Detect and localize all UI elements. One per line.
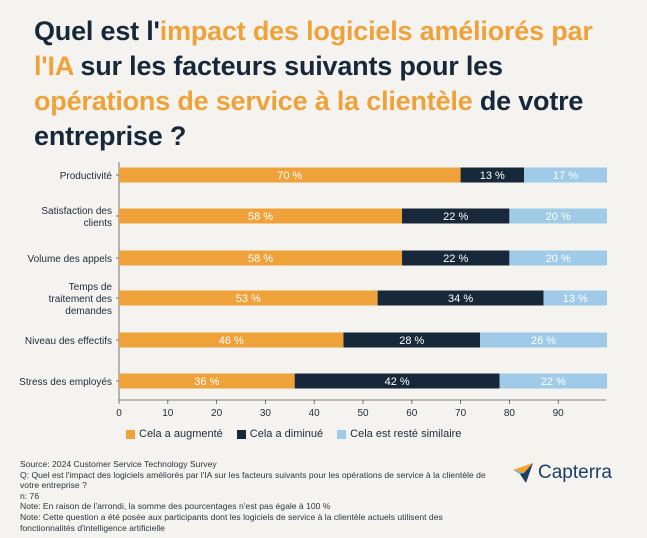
bar-data-label: 70 % — [277, 170, 302, 182]
bar-data-label: 22 % — [443, 253, 468, 265]
bar-segment-diminue — [402, 250, 510, 266]
title-part-2: sur les facteurs suivants pour les — [73, 51, 503, 81]
title-highlight-2: opérations de service à la clientèle — [34, 86, 473, 116]
bar-data-label: 53 % — [236, 293, 261, 305]
capterra-arrow-icon — [513, 463, 533, 483]
category-label: Niveau des effectifs — [25, 336, 112, 347]
bar-data-label: 42 % — [385, 376, 410, 388]
legend-swatch-similaire — [337, 429, 347, 439]
bar-data-label: 22 % — [443, 211, 468, 223]
legend-item-augmente: Cela a augmenté — [126, 428, 223, 440]
legend-label-augmente: Cela a augmenté — [139, 428, 223, 440]
note-sample-size: n: 76 — [20, 490, 40, 501]
bar-data-label: 28 % — [399, 335, 424, 347]
bar-segment-similaire — [480, 332, 607, 348]
bar-data-label: 26 % — [531, 335, 556, 347]
x-tick-label: 0 — [116, 408, 122, 419]
note-source: Source: 2024 Customer Service Technology… — [20, 459, 217, 469]
bar-segment-diminue — [377, 290, 544, 306]
x-tick-label: 40 — [309, 408, 321, 419]
bar-data-label: 13 % — [480, 170, 505, 182]
capterra-wordmark: Capterra — [538, 462, 612, 483]
bar-segment-diminue — [294, 373, 500, 389]
category-label: traitement des — [49, 294, 112, 305]
bar-segment-diminue — [460, 167, 525, 183]
title-part-3: de votre entreprise ? — [34, 86, 584, 151]
x-tick-label: 20 — [211, 408, 223, 419]
bar-segment-similaire — [543, 290, 607, 306]
bar-data-label: 36 % — [194, 376, 219, 388]
x-tick-label: 30 — [260, 408, 272, 419]
category-label: Productivité — [60, 171, 113, 182]
bar-segment-augmente — [119, 167, 461, 183]
category-label: demandes — [65, 306, 112, 317]
note-audience: Note: Cette question a été posée aux par… — [20, 511, 443, 533]
chart-title: Quel est l'impact des logiciels amélioré… — [34, 14, 634, 154]
bar-data-label: 22 % — [541, 376, 566, 388]
category-label: Temps de — [69, 282, 113, 293]
x-tick-label: 70 — [455, 408, 467, 419]
x-tick-label: 10 — [162, 408, 174, 419]
bar-data-label: 58 % — [248, 253, 273, 265]
bar-segment-similaire — [509, 208, 607, 224]
bar-data-label: 20 % — [546, 253, 571, 265]
legend-item-diminue: Cela a diminué — [236, 428, 324, 440]
capterra-logo: Capterra — [512, 462, 612, 484]
note-question: Q: Quel est l'impact des logiciels améli… — [20, 469, 486, 491]
bar-segment-diminue — [402, 208, 510, 224]
category-label: Satisfaction des — [41, 206, 112, 217]
bar-segment-augmente — [119, 208, 403, 224]
category-label: clients — [84, 218, 112, 229]
category-label: Volume des appels — [27, 254, 112, 265]
bar-segment-augmente — [119, 373, 295, 389]
legend-swatch-augmente — [126, 429, 135, 439]
bar-segment-augmente — [119, 290, 378, 306]
legend-swatch-diminue — [236, 429, 246, 439]
bar-segment-diminue — [343, 332, 481, 348]
bar-segment-augmente — [119, 332, 344, 348]
source-notes: Source: 2024 Customer Service Technology… — [20, 459, 490, 533]
x-tick-label: 80 — [504, 408, 516, 419]
title-highlight-1: impact des logiciels améliorés par l'IA — [34, 16, 593, 81]
bar-segment-similaire — [524, 167, 607, 183]
bar-data-label: 13 % — [563, 293, 588, 305]
category-label: Stress des employés — [19, 377, 112, 388]
bar-data-label: 46 % — [219, 335, 244, 347]
x-tick-label: 60 — [406, 408, 418, 419]
bar-data-label: 17 % — [553, 170, 578, 182]
legend-label-diminue: Cela a diminué — [249, 428, 324, 440]
bar-segment-similaire — [499, 373, 607, 389]
bar-segment-similaire — [509, 250, 607, 266]
title-part-1: Quel est l' — [34, 16, 160, 46]
x-tick-label: 90 — [553, 408, 565, 419]
legend-item-similaire: Cela est resté similaire — [337, 428, 461, 440]
legend-label-similaire: Cela est resté similaire — [350, 428, 462, 440]
legend: Cela a augmenté Cela a diminué Cela est … — [126, 428, 461, 440]
bar-data-label: 34 % — [448, 293, 473, 305]
bar-data-label: 58 % — [248, 211, 273, 223]
x-tick-label: 50 — [357, 408, 369, 419]
bar-data-label: 20 % — [546, 211, 571, 223]
bar-segment-augmente — [119, 250, 403, 266]
note-rounding: Note: En raison de l'arrondi, la somme d… — [20, 501, 331, 512]
